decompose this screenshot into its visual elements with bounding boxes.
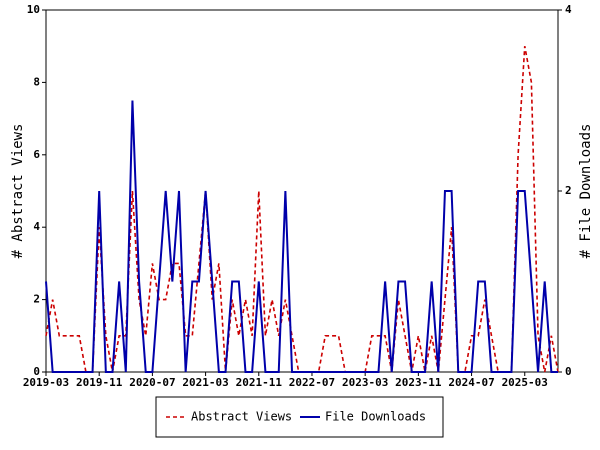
legend-box: [155, 396, 444, 438]
y-tick-label: 6: [33, 148, 40, 161]
y2-tick-label: 0: [565, 365, 572, 378]
x-tick-label: 2021-03: [182, 376, 228, 389]
x-tick-label: 2020-07: [129, 376, 175, 389]
y-tick-label: 2: [33, 293, 40, 306]
y2-tick-label: 2: [565, 184, 572, 197]
legend-label: File Downloads: [325, 410, 426, 424]
x-tick-label: 2024-07: [448, 376, 494, 389]
y2-axis-title: # File Downloads: [578, 124, 594, 259]
x-tick-label: 2023-03: [342, 376, 388, 389]
x-tick-label: 2021-11: [236, 376, 283, 389]
x-tick-label: 2019-11: [76, 376, 123, 389]
y-tick-label: 8: [33, 75, 40, 88]
y-axis-title: # Abstract Views: [10, 124, 26, 259]
y2-tick-label: 4: [565, 3, 572, 16]
legend-label: Abstract Views: [191, 410, 292, 424]
y-tick-label: 4: [33, 220, 40, 233]
x-tick-label: 2023-11: [395, 376, 442, 389]
y-tick-label: 0: [33, 365, 40, 378]
x-tick-label: 2019-03: [23, 376, 69, 389]
x-tick-label: 2022-07: [289, 376, 335, 389]
y-tick-label: 10: [27, 3, 40, 16]
series-line: [45, 100, 558, 373]
x-tick-label: 2025-03: [502, 376, 548, 389]
